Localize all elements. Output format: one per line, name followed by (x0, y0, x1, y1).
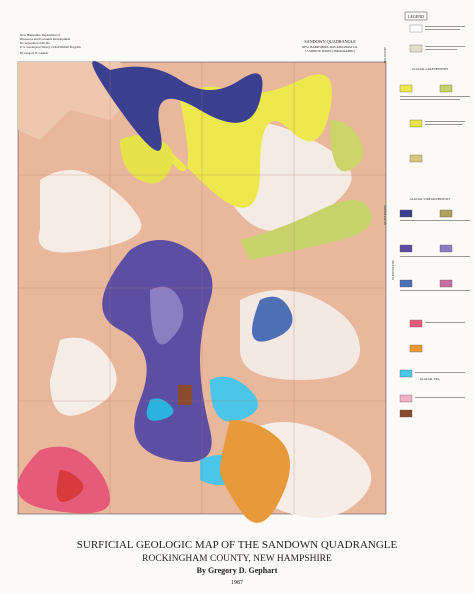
quad-series: 7.5 MINUTE SERIES (TOPOGRAPHIC) (305, 49, 356, 53)
agency: New Hampshire Department of (20, 33, 61, 37)
era: PLEISTOCENE (391, 260, 395, 280)
legend-heading: GLACIAL TILL (420, 377, 440, 381)
map-subtitle: ROCKINGHAM COUNTY, NEW HAMPSHIRE (142, 554, 332, 564)
map-title: SURFICIAL GEOLOGIC MAP OF THE SANDOWN QU… (77, 539, 398, 551)
map (17, 61, 387, 523)
legend-title: LEGEND (408, 14, 424, 19)
agency: U.S. Geological Survey COGEOMAP Program (20, 45, 81, 49)
agency: In cooperation with the (20, 41, 50, 45)
map-year: 1987 (231, 580, 243, 586)
era: HOLOCENE (383, 47, 387, 63)
legend-heading: GLACIAL LAKE DEPOSITS (412, 67, 449, 71)
map-author: By Gregory D. Gephart (197, 566, 278, 575)
quad-name: SANDOWN QUADRANGLE (304, 39, 356, 44)
legend: LEGEND HOLOCENE QUATERNARY PLEISTOCENE G… (383, 11, 470, 418)
agency: Resources and Economic Development (20, 37, 70, 41)
quad-state: NEW HAMPSHIRE–ROCKINGHAM CO. (302, 45, 358, 49)
author-note: By Gregory D. Gephart (20, 51, 48, 55)
legend-heading: GLACIAL STREAM DEPOSITS (410, 197, 451, 201)
era: QUATERNARY (383, 204, 387, 225)
